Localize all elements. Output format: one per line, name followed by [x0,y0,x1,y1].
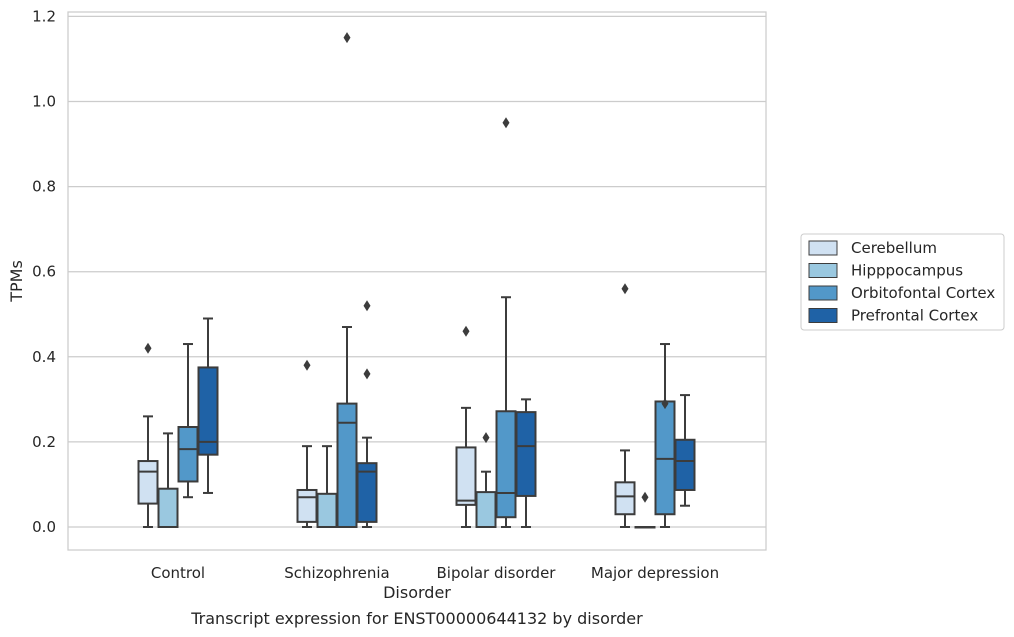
legend-label: Cerebellum [851,239,937,257]
legend-frame [800,233,1005,331]
series-orbitofontal-cortex [177,32,676,529]
box-body [137,460,159,505]
chart-caption: Transcript expression for ENST0000064413… [190,609,643,628]
box [197,317,219,494]
series-hipppocampus [157,432,656,529]
box-body [475,491,497,529]
y-tick-label: 0.0 [32,518,56,536]
box-body [197,366,219,456]
outlier-point [661,398,669,410]
box [316,445,338,529]
x-tick-label: Bipolar disorder [437,564,557,582]
legend-label: Hipppocampus [851,262,963,280]
box-series [137,32,696,529]
box-body [495,410,517,519]
x-tick-label: Schizophrenia [284,564,389,582]
box-body [614,481,636,516]
box [157,432,179,528]
outlier-point [641,491,649,503]
box-body [157,487,179,528]
y-tick-label: 1.0 [32,93,56,111]
box-body [455,446,477,506]
x-axis-label: Disorder [383,583,451,602]
box [614,283,636,528]
y-tick-label: 0.8 [32,178,56,196]
box-body [296,488,318,523]
outlier-point [621,283,629,295]
box [296,359,318,528]
box [674,394,696,507]
outlier-point [343,32,351,44]
y-tick-label: 0.2 [32,433,56,451]
legend-swatch [808,308,838,323]
legend-label: Prefrontal Cortex [851,307,978,325]
legend-swatch [808,263,838,278]
legend-label: Orbitofontal Cortex [851,284,995,302]
box [137,342,159,528]
box-body [316,492,338,529]
box [634,491,656,529]
box-body [654,400,676,516]
box [356,300,378,528]
plot-frame [67,11,767,551]
y-tick-label: 0.4 [32,348,56,366]
box [515,398,537,528]
legend: Cerebellum Hipppocampus Orbitofontal Corte… [800,233,1005,331]
outlier-point [363,368,371,380]
outlier-point [482,432,490,444]
box-body [356,462,378,523]
outlier-point [502,117,510,129]
y-axis-ticks: 0.0 0.2 0.4 0.6 0.8 1.0 1.2 [32,7,56,536]
x-tick-label: Control [151,564,205,582]
y-axis-label: TPMs [7,260,26,303]
outlier-point [462,325,470,337]
box [455,325,477,528]
legend-swatch [808,285,838,301]
x-axis-ticks: Control Schizophrenia Bipolar disorder Majo… [151,564,719,582]
box [475,432,497,529]
y-tick-label: 0.6 [32,263,56,281]
box-body [515,411,537,497]
outlier-point [303,359,311,371]
box-body [674,438,696,491]
legend-swatch [808,240,838,256]
outlier-point [144,342,152,354]
series-cerebellum [137,283,636,528]
y-tick-label: 1.2 [32,7,56,25]
series-prefrontal-cortex [197,300,696,528]
outlier-point [363,300,371,312]
box [654,343,676,528]
box-body [177,426,199,483]
x-tick-label: Major depression [591,564,719,582]
